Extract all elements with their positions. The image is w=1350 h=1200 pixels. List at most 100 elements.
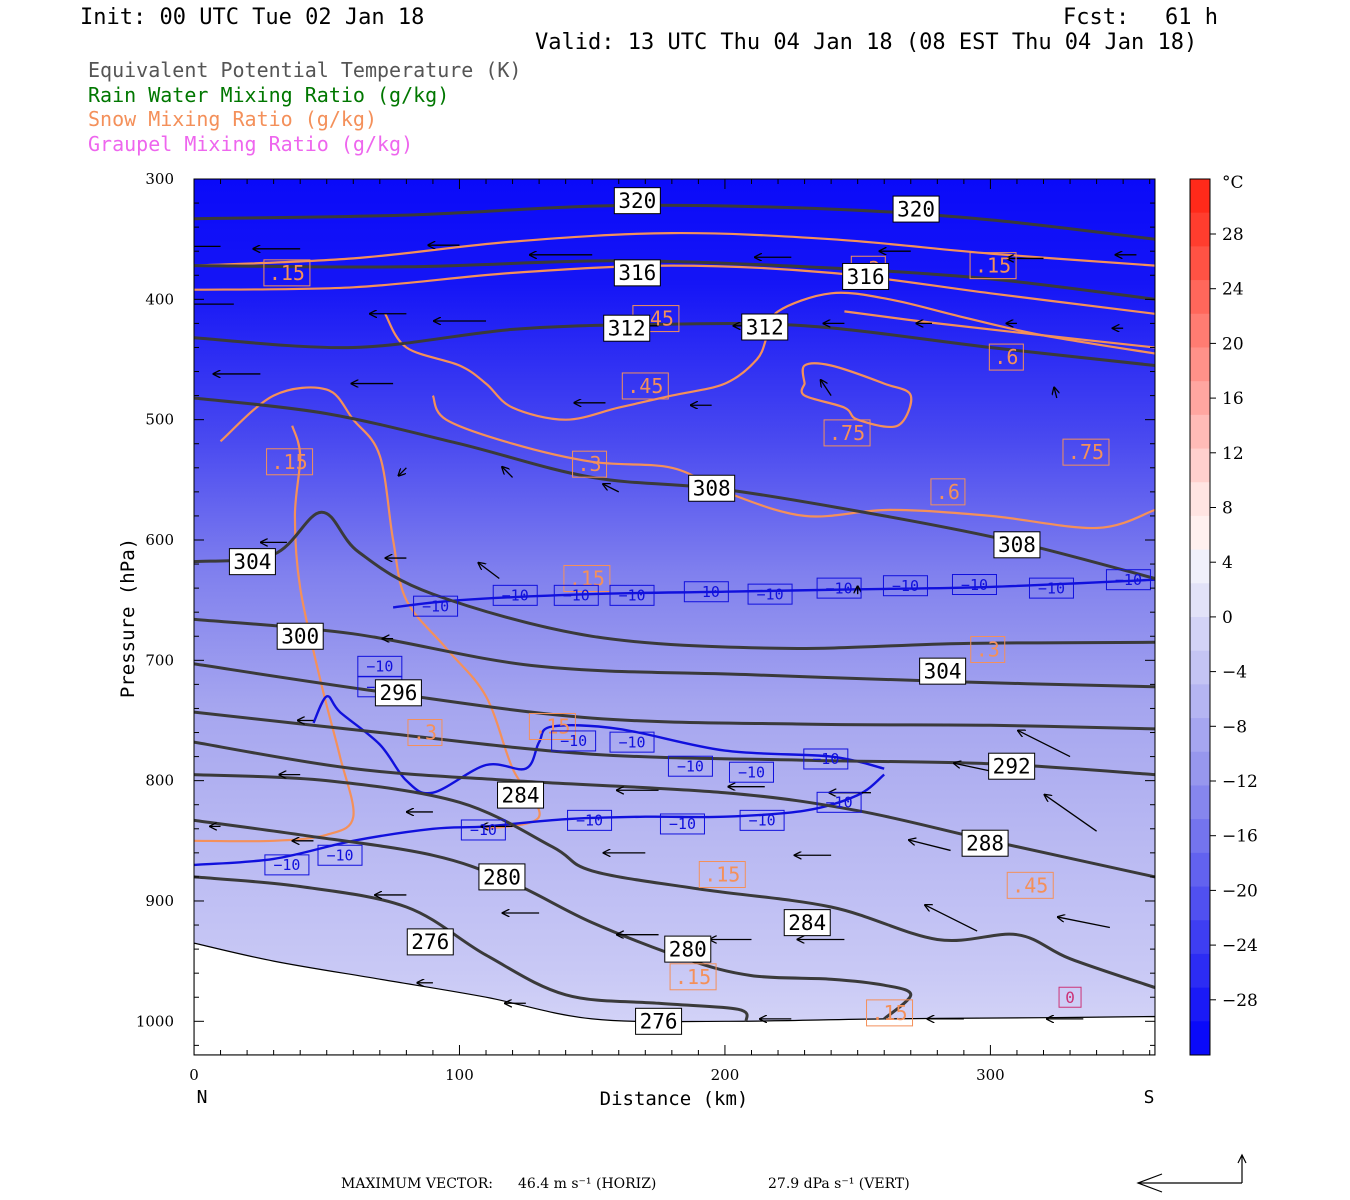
- snow-label-text: .15: [704, 863, 740, 887]
- colorbar-label: 12: [1222, 444, 1244, 464]
- snow-label-box: [407, 719, 443, 747]
- isotherm-label: −10: [728, 761, 774, 783]
- snow-label-box: [823, 419, 871, 447]
- x-tick-label: 0: [189, 1066, 199, 1084]
- snow-label: .75: [1062, 438, 1110, 466]
- colorbar-swatch: [1190, 414, 1210, 450]
- snow-label-text: .6: [994, 345, 1018, 369]
- theta-e-label: 300: [276, 622, 324, 650]
- isotherm-label-text: −10: [502, 587, 529, 605]
- snow-label-box: [528, 713, 576, 740]
- legend-snow: Snow Mixing Ratio (g/kg): [88, 107, 377, 131]
- y-tick-label: 900: [145, 892, 174, 910]
- snow-label-text: .75: [829, 421, 865, 445]
- theta-e-label: 304: [228, 548, 276, 576]
- wind-vector: [1045, 795, 1097, 832]
- isotherm-label-text: −10: [738, 763, 765, 781]
- colorbar-label: 4: [1222, 553, 1233, 573]
- isotherm-label: −10: [816, 577, 862, 599]
- theta-e-label: 312: [603, 314, 651, 342]
- graupel-label: 0: [1058, 986, 1082, 1008]
- isotherm-label-box: [264, 854, 310, 876]
- colorbar-swatch: [1190, 987, 1210, 1022]
- colorbar-swatch: [1190, 852, 1210, 888]
- colorbar-swatch: [1190, 347, 1210, 382]
- snow-label: .15: [669, 963, 717, 991]
- isotherm-label-text: −10: [693, 583, 720, 601]
- theta-e-label-box: [478, 863, 526, 891]
- theta-e-contour-320: [194, 203, 1155, 241]
- isotherm-label-box: [567, 809, 613, 831]
- isotherm-label-text: −10: [326, 847, 353, 865]
- theta-e-label: 312: [741, 313, 789, 341]
- isotherm-label: −10: [357, 655, 403, 677]
- snow-contour: [384, 291, 1155, 421]
- theta-e-contour-316: [194, 259, 1155, 301]
- snow-label-box: [988, 343, 1024, 371]
- snow-label-box: [1062, 438, 1110, 466]
- snow-label-text: .75: [1068, 440, 1104, 464]
- isotherm-label-box: [816, 577, 862, 599]
- theta-e-label-text: 280: [669, 937, 707, 961]
- theta-e-label-box: [613, 187, 661, 215]
- theta-e-label-text: 284: [502, 783, 540, 807]
- colorbar-swatch: [1190, 280, 1210, 315]
- theta-e-label: 296: [374, 679, 422, 707]
- snow-label-box: [563, 564, 611, 592]
- legend-graupel: Graupel Mixing Ratio (g/kg): [88, 132, 414, 156]
- theta-e-contour-284: [194, 773, 1155, 990]
- theta-e-label: 280: [664, 935, 712, 963]
- snow-label: .15: [563, 564, 611, 592]
- theta-e-label-box: [276, 622, 324, 650]
- snow-label: .15: [866, 999, 914, 1027]
- isotherm-label: −10: [1105, 569, 1151, 591]
- theta-e-label-box: [406, 928, 454, 956]
- colorbar-label: 24: [1222, 280, 1244, 300]
- isotherm-label-text: −10: [757, 585, 784, 603]
- isotherm-label: −10: [567, 809, 613, 831]
- wind-vector: [603, 484, 620, 493]
- colorbar-label: −28: [1222, 991, 1258, 1011]
- y-tick-label: 500: [145, 411, 174, 429]
- theta-e-contour-276: [194, 875, 749, 1023]
- isotherm-label-text: −10: [1038, 579, 1065, 597]
- theta-e-label: 284: [497, 781, 545, 809]
- theta-e-label-box: [635, 1007, 683, 1035]
- colorbar-swatch: [1190, 650, 1210, 685]
- colorbar-swatch: [1190, 1021, 1210, 1056]
- isotherm-label-box: [553, 584, 599, 606]
- isotherm-label: −10: [951, 574, 997, 596]
- isotherm-label: −10: [739, 809, 785, 831]
- theta-e-label-box: [783, 909, 831, 937]
- colorbar-swatch: [1190, 313, 1210, 348]
- isotherm-label-text: −10: [749, 812, 776, 830]
- theta-e-label-text: 276: [411, 930, 449, 954]
- theta-e-label: 308: [688, 474, 736, 502]
- snow-label: .15: [263, 259, 311, 287]
- theta-e-label-text: 316: [847, 265, 885, 289]
- isotherm-label: −10: [553, 584, 599, 606]
- theta-e-label: 276: [406, 928, 454, 956]
- snow-label: .15: [266, 448, 314, 476]
- isotherm-label: −10: [413, 595, 459, 617]
- isotherm-label: −10: [659, 813, 705, 835]
- theta-e-label-box: [988, 752, 1036, 780]
- theta-e-label-text: 308: [998, 533, 1036, 557]
- isotherm-label: −10: [803, 748, 849, 770]
- theta-e-label-box: [892, 195, 940, 223]
- theta-e-label-text: 320: [618, 189, 656, 213]
- north-end-label: N: [197, 1087, 208, 1108]
- theta-e-label: 280: [478, 863, 526, 891]
- isotherm-label-text: −10: [961, 576, 988, 594]
- snow-label-box: [572, 450, 608, 478]
- isotherm-label: −10: [609, 584, 655, 606]
- theta-e-label-box: [497, 781, 545, 809]
- wind-vector: [502, 467, 514, 478]
- isotherm-label-text: −10: [618, 587, 645, 605]
- theta-e-label-box: [741, 313, 789, 341]
- snow-label-text: .15: [272, 450, 308, 474]
- snow-label-box: [970, 635, 1006, 663]
- forecast-label: Fcst:: [1063, 5, 1130, 30]
- colorbar-label: −20: [1222, 881, 1258, 901]
